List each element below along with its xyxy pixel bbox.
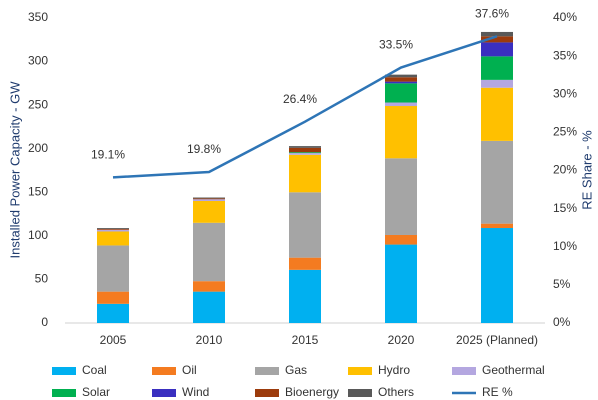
x-tick-label: 2025 (Planned)	[456, 333, 538, 347]
legend-label: Geothermal	[482, 363, 545, 377]
y2-axis-title: RE Share - %	[579, 130, 594, 210]
legend-label: Bioenergy	[285, 385, 339, 399]
y2-tick-label: 15%	[553, 201, 577, 215]
bar-segment	[193, 222, 225, 282]
bar-segment	[481, 79, 513, 88]
y2-tick-label: 30%	[553, 86, 577, 100]
y2-tick-label: 20%	[553, 163, 577, 177]
bar-segment	[289, 152, 321, 154]
y-tick-label: 350	[28, 10, 48, 24]
bar-segment	[481, 36, 513, 43]
y2-tick-label: 35%	[553, 48, 577, 62]
bar-segment	[481, 87, 513, 141]
legend-swatch	[52, 389, 76, 397]
y-tick-label: 150	[28, 184, 48, 198]
y-tick-label: 50	[35, 272, 49, 286]
bar-segment	[481, 223, 513, 229]
bar-segment	[481, 228, 513, 323]
line	[112, 35, 498, 179]
y-tick-label: 300	[28, 54, 48, 68]
bar-segment	[97, 228, 129, 229]
legend-swatch	[52, 367, 76, 375]
y-axis-title: Installed Power Capacity - GW	[7, 81, 22, 259]
bar-segment	[385, 74, 417, 78]
bar-segment	[481, 56, 513, 80]
bar-segment	[97, 231, 129, 246]
bar-segment	[193, 198, 225, 200]
bar-segment	[97, 229, 129, 232]
bar-segment	[193, 281, 225, 292]
bar-segment	[385, 81, 417, 84]
y2-tick-label: 0%	[553, 315, 571, 329]
y2-tick-label: 5%	[553, 277, 571, 291]
bar-segment	[289, 154, 321, 193]
bar-segment	[97, 303, 129, 323]
bar-segment	[193, 197, 225, 199]
bar-segment	[289, 257, 321, 270]
legend-swatch	[255, 367, 279, 375]
data-label: 26.4%	[283, 92, 317, 106]
legend-swatch	[152, 367, 176, 375]
y2-tick-label: 10%	[553, 239, 577, 253]
bar-segment	[385, 77, 417, 82]
legend-label: Others	[378, 385, 414, 399]
bar-segment	[385, 158, 417, 235]
y-tick-label: 200	[28, 141, 48, 155]
legend-swatch	[152, 389, 176, 397]
bar-segment	[289, 153, 321, 155]
legend-swatch	[348, 389, 372, 397]
legend-label: Oil	[182, 363, 197, 377]
bar-segment	[193, 291, 225, 323]
bar-segment	[481, 140, 513, 224]
bar-segment	[385, 106, 417, 159]
bar-segment	[289, 269, 321, 323]
legend-label: RE %	[482, 385, 513, 399]
y2-tick-label: 25%	[553, 125, 577, 139]
data-label: 19.8%	[187, 142, 221, 156]
legend-swatch	[255, 389, 279, 397]
x-tick-label: 2005	[100, 333, 127, 347]
bar-segment	[385, 244, 417, 323]
legend-label: Gas	[285, 363, 307, 377]
y-tick-label: 100	[28, 228, 48, 242]
bar-segment	[193, 201, 225, 223]
bar-segment	[289, 192, 321, 258]
y-tick-label: 250	[28, 97, 48, 111]
bar-segment	[97, 291, 129, 304]
bar-segment	[193, 199, 225, 201]
y2-tick-label: 40%	[553, 10, 577, 24]
data-label: 19.1%	[91, 148, 125, 162]
x-tick-label: 2015	[292, 333, 319, 347]
bar-segment	[385, 102, 417, 107]
bar-segment	[385, 83, 417, 103]
bar-segment	[289, 147, 321, 153]
legend-label: Coal	[82, 363, 107, 377]
bar-segment	[289, 146, 321, 148]
legend-swatch	[348, 367, 372, 375]
x-tick-label: 2020	[388, 333, 415, 347]
data-label: 33.5%	[379, 38, 413, 52]
legend-label: Wind	[182, 385, 209, 399]
legend-swatch	[452, 367, 476, 375]
y-tick-label: 0	[41, 315, 48, 329]
bar-segment	[481, 31, 513, 37]
bar-segment	[481, 42, 513, 57]
legend-label: Solar	[82, 385, 110, 399]
bar-segment	[385, 234, 417, 245]
data-label: 37.6%	[475, 6, 509, 20]
bar-segment	[97, 245, 129, 292]
bar-segment	[97, 228, 129, 230]
x-tick-label: 2010	[196, 333, 223, 347]
legend-label: Hydro	[378, 363, 410, 377]
